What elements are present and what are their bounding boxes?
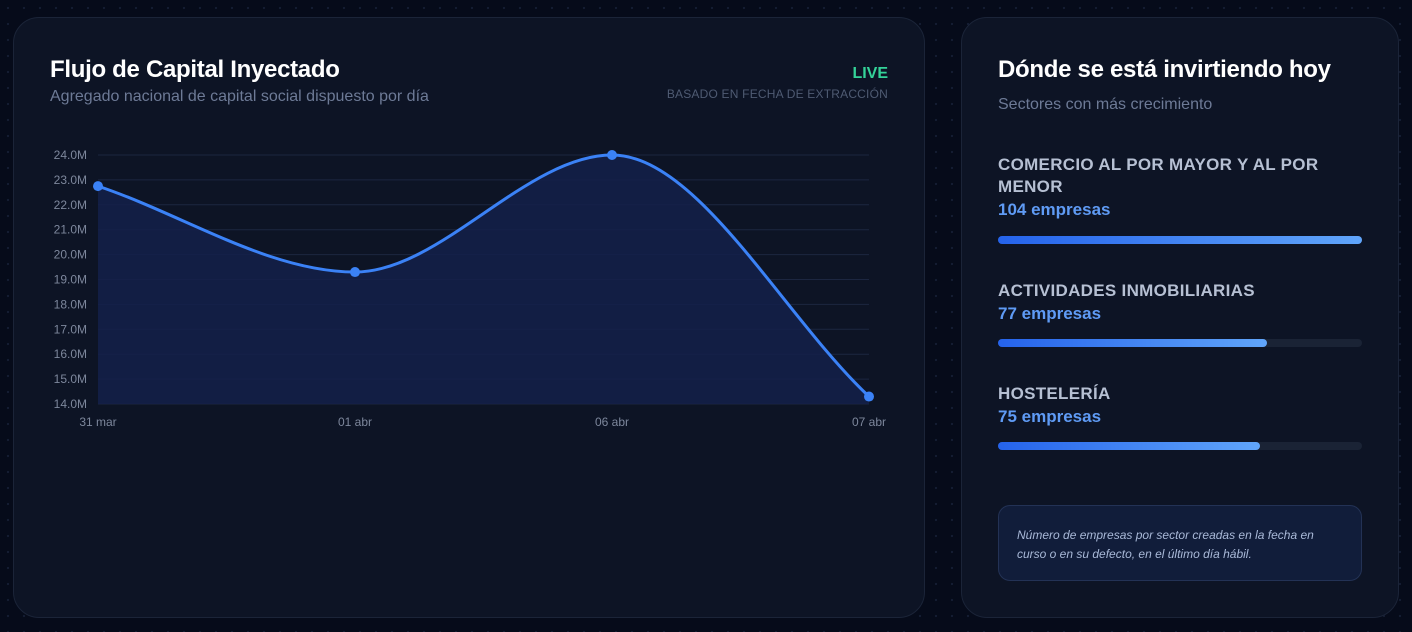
sector-progress-fill xyxy=(998,339,1268,347)
sectors-title: Dónde se está invirtiendo hoy xyxy=(998,56,1331,83)
chart-area-fill xyxy=(98,155,869,404)
data-point xyxy=(93,181,103,192)
capital-flow-chart[interactable]: 24.0M 23.0M 22.0M 21.0M 20.0M 19.0M 18.0M 17.0M… xyxy=(14,18,924,617)
sector-progress-bar xyxy=(998,236,1362,244)
sector-progress-bar xyxy=(998,442,1362,450)
sector-count: 75 empresas xyxy=(998,407,1102,426)
y-tick-label: 22.0M xyxy=(54,198,87,212)
y-tick-label: 16.0M xyxy=(54,347,87,361)
data-point xyxy=(350,267,360,278)
y-tick-label: 15.0M xyxy=(54,372,87,386)
chart-subtitle: Agregado nacional de capital social disp… xyxy=(50,88,429,105)
y-tick-label: 19.0M xyxy=(54,273,87,287)
live-badge: LIVE xyxy=(852,65,888,82)
sector-item-inmobiliarias: ACTIVIDADES INMOBILIARIAS 77 empresas xyxy=(998,280,1362,347)
y-tick-label: 21.0M xyxy=(54,223,87,237)
y-tick-label: 23.0M xyxy=(54,173,87,187)
data-point xyxy=(607,150,617,160)
y-tick-label: 14.0M xyxy=(54,397,87,411)
live-note: BASADO EN FECHA DE EXTRACCIÓN xyxy=(666,87,888,101)
capital-flow-card: Flujo de Capital Inyectado Agregado naci… xyxy=(13,17,925,618)
sector-progress-fill xyxy=(998,236,1362,244)
info-note: Número de empresas por sector creadas en… xyxy=(998,505,1362,581)
sector-count: 104 empresas xyxy=(998,200,1111,219)
x-tick-label: 06 abr xyxy=(595,415,629,429)
y-tick-label: 24.0M xyxy=(54,148,87,162)
data-point xyxy=(864,391,874,402)
sector-name: COMERCIO AL POR MAYOR Y AL POR MENOR xyxy=(998,155,1319,196)
sector-count: 77 empresas xyxy=(998,304,1102,323)
sector-item-comercio: COMERCIO AL POR MAYOR Y AL POR MENOR 104… xyxy=(998,154,1362,244)
x-tick-label: 01 abr xyxy=(338,415,372,429)
sectors-card: Dónde se está invirtiendo hoy Sectores c… xyxy=(961,17,1399,618)
sector-item-hosteleria: HOSTELERÍA 75 empresas xyxy=(998,383,1362,450)
chart-series-line xyxy=(96,153,871,399)
sector-name: ACTIVIDADES INMOBILIARIAS xyxy=(998,281,1255,300)
y-tick-label: 18.0M xyxy=(54,297,87,311)
x-tick-label: 31 mar xyxy=(79,415,116,429)
sectors-subtitle: Sectores con más crecimiento xyxy=(998,96,1213,113)
y-tick-label: 20.0M xyxy=(54,248,87,262)
sector-progress-fill xyxy=(998,442,1261,450)
sector-progress-bar xyxy=(998,339,1362,347)
chart-title: Flujo de Capital Inyectado xyxy=(50,56,340,83)
x-tick-label: 07 abr xyxy=(852,415,886,429)
sector-name: HOSTELERÍA xyxy=(998,384,1111,403)
y-tick-label: 17.0M xyxy=(54,322,87,336)
